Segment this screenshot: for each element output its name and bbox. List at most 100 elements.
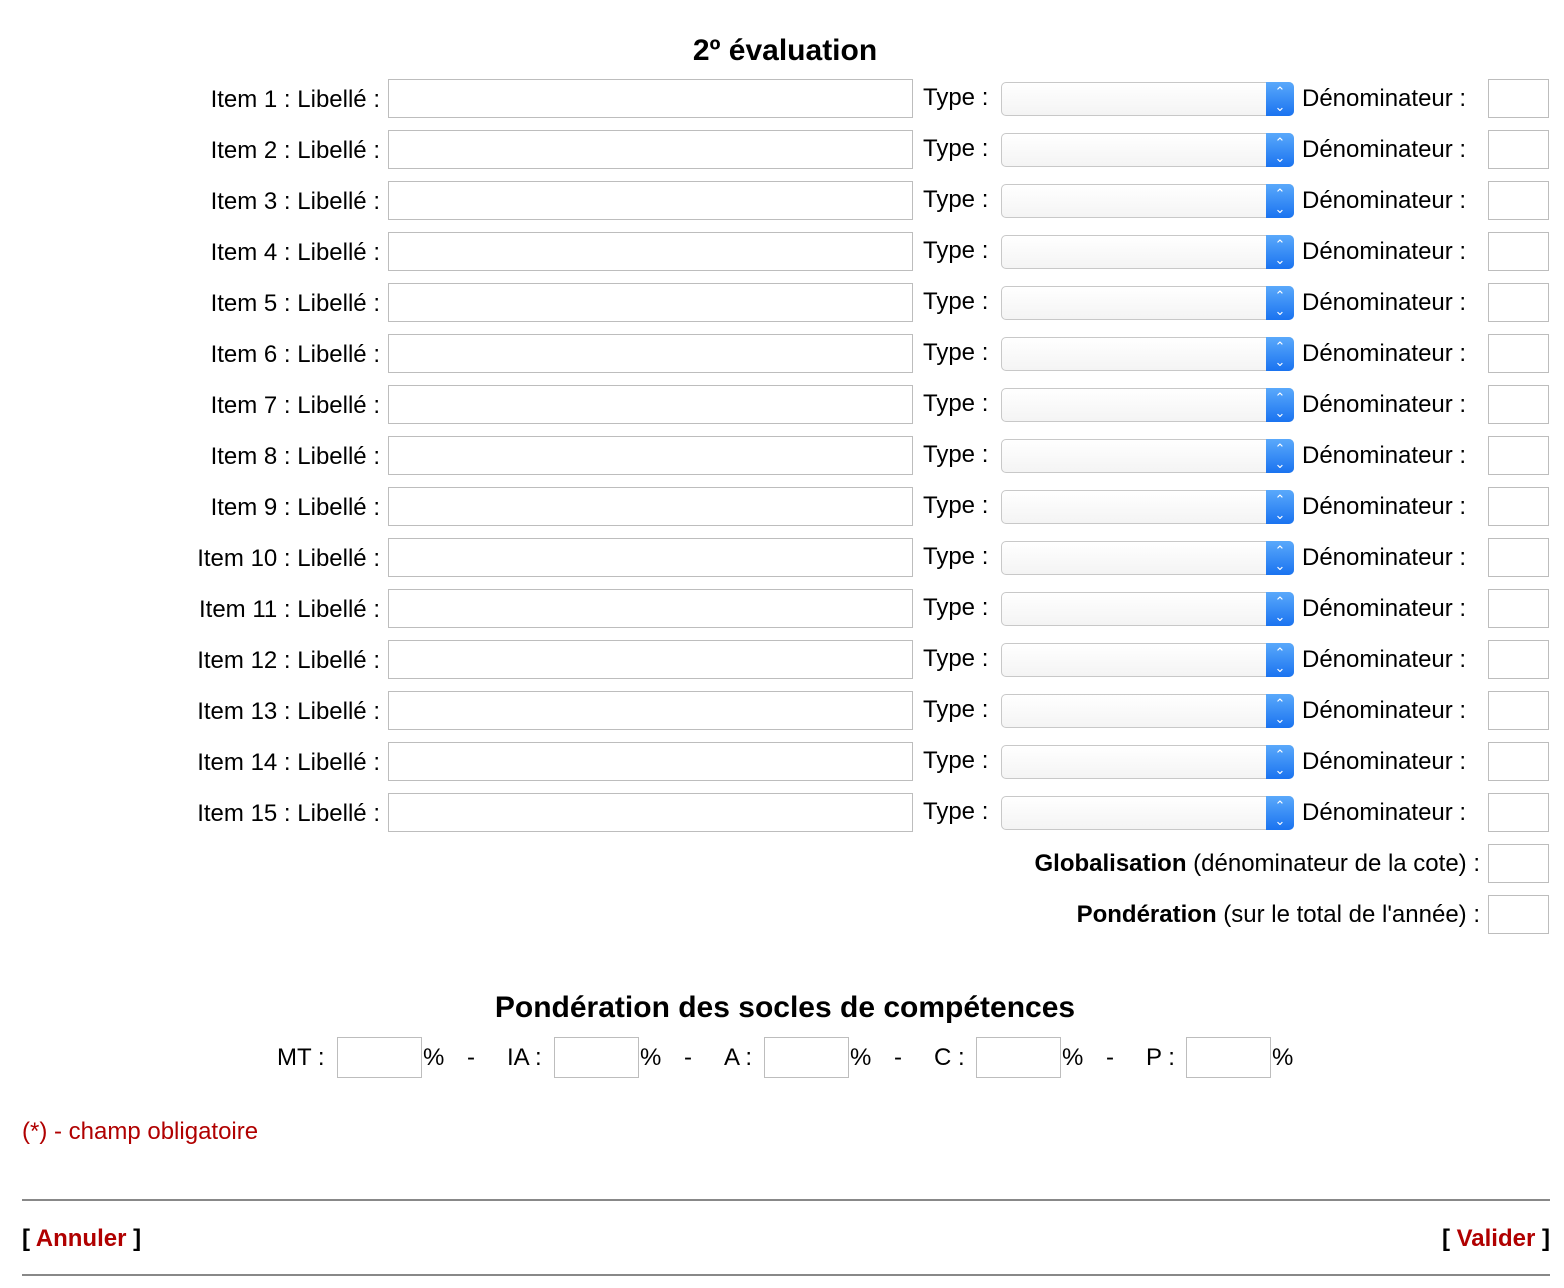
item-label: Item 10 : Libellé : <box>197 545 380 572</box>
type-label: Type : <box>923 798 989 825</box>
type-label: Type : <box>923 645 989 672</box>
item-libelle-input[interactable] <box>388 283 913 322</box>
type-select[interactable]: ⌃ ⌄ <box>1001 388 1294 422</box>
type-select[interactable]: ⌃ ⌄ <box>1001 490 1294 524</box>
denominateur-input[interactable] <box>1488 538 1549 577</box>
item-label: Item 14 : Libellé : <box>197 749 380 776</box>
type-select[interactable]: ⌃ ⌄ <box>1001 286 1294 320</box>
item-label: Item 8 : Libellé : <box>210 443 380 470</box>
item-libelle-input[interactable] <box>388 79 913 118</box>
socle-input[interactable] <box>1186 1037 1271 1078</box>
denominateur-input[interactable] <box>1488 793 1549 832</box>
denominateur-input[interactable] <box>1488 385 1549 424</box>
socle-label: A : <box>724 1044 753 1071</box>
denominateur-label: Dénominateur : <box>1302 799 1467 826</box>
item-libelle-input[interactable] <box>388 691 913 730</box>
denominateur-input[interactable] <box>1488 640 1549 679</box>
socle-input[interactable] <box>554 1037 639 1078</box>
item-label: Item 11 : Libellé : <box>199 596 380 623</box>
denominateur-input[interactable] <box>1488 232 1549 271</box>
type-select[interactable]: ⌃ ⌄ <box>1001 133 1294 167</box>
item-label: Item 15 : Libellé : <box>197 800 380 827</box>
chevron-updown-icon: ⌃ ⌄ <box>1266 592 1294 626</box>
type-label: Type : <box>923 84 989 111</box>
type-select[interactable]: ⌃ ⌄ <box>1001 592 1294 626</box>
divider-top <box>22 1199 1550 1201</box>
percent-sign: % <box>640 1044 662 1071</box>
socle-label: MT : <box>277 1044 325 1071</box>
type-select[interactable]: ⌃ ⌄ <box>1001 82 1294 116</box>
denominateur-label: Dénominateur : <box>1302 289 1467 316</box>
denominateur-input[interactable] <box>1488 691 1549 730</box>
item-libelle-input[interactable] <box>388 589 913 628</box>
type-select[interactable]: ⌃ ⌄ <box>1001 337 1294 371</box>
item-label: Item 4 : Libellé : <box>210 239 380 266</box>
item-label: Item 7 : Libellé : <box>210 392 380 419</box>
denominateur-label: Dénominateur : <box>1302 340 1467 367</box>
ponderation-input[interactable] <box>1488 895 1549 934</box>
socle-input[interactable] <box>976 1037 1061 1078</box>
item-label: Item 6 : Libellé : <box>210 341 380 368</box>
separator: - <box>1106 1044 1114 1071</box>
page-title: 2º évaluation <box>692 34 878 67</box>
type-label: Type : <box>923 390 989 417</box>
item-libelle-input[interactable] <box>388 538 913 577</box>
type-label: Type : <box>923 594 989 621</box>
item-libelle-input[interactable] <box>388 793 913 832</box>
type-select[interactable]: ⌃ ⌄ <box>1001 694 1294 728</box>
denominateur-input[interactable] <box>1488 130 1549 169</box>
denominateur-label: Dénominateur : <box>1302 697 1467 724</box>
required-note: (*) - champ obligatoire <box>22 1118 259 1145</box>
type-label: Type : <box>923 186 989 213</box>
separator: - <box>894 1044 902 1071</box>
type-select[interactable]: ⌃ ⌄ <box>1001 439 1294 473</box>
item-libelle-input[interactable] <box>388 487 913 526</box>
item-libelle-input[interactable] <box>388 385 913 424</box>
item-libelle-input[interactable] <box>388 232 913 271</box>
denominateur-label: Dénominateur : <box>1302 595 1467 622</box>
percent-sign: % <box>1272 1044 1294 1071</box>
globalisation-label: Globalisation (dénominateur de la cote) … <box>1034 850 1480 877</box>
type-select[interactable]: ⌃ ⌄ <box>1001 235 1294 269</box>
globalisation-input[interactable] <box>1488 844 1549 883</box>
item-libelle-input[interactable] <box>388 436 913 475</box>
item-libelle-input[interactable] <box>388 334 913 373</box>
socle-label: IA : <box>507 1044 542 1071</box>
denominateur-input[interactable] <box>1488 589 1549 628</box>
denominateur-input[interactable] <box>1488 742 1549 781</box>
denominateur-input[interactable] <box>1488 181 1549 220</box>
divider-bottom <box>22 1274 1550 1276</box>
denominateur-input[interactable] <box>1488 79 1549 118</box>
item-label: Item 5 : Libellé : <box>210 290 380 317</box>
socle-input[interactable] <box>764 1037 849 1078</box>
type-select[interactable]: ⌃ ⌄ <box>1001 745 1294 779</box>
denominateur-input[interactable] <box>1488 487 1549 526</box>
type-select[interactable]: ⌃ ⌄ <box>1001 643 1294 677</box>
item-libelle-input[interactable] <box>388 181 913 220</box>
chevron-updown-icon: ⌃ ⌄ <box>1266 82 1294 116</box>
item-libelle-input[interactable] <box>388 640 913 679</box>
type-select[interactable]: ⌃ ⌄ <box>1001 184 1294 218</box>
type-select[interactable]: ⌃ ⌄ <box>1001 796 1294 830</box>
type-select[interactable]: ⌃ ⌄ <box>1001 541 1294 575</box>
socle-label: C : <box>934 1044 965 1071</box>
type-label: Type : <box>923 288 989 315</box>
denominateur-label: Dénominateur : <box>1302 544 1467 571</box>
chevron-updown-icon: ⌃ ⌄ <box>1266 643 1294 677</box>
item-label: Item 2 : Libellé : <box>210 137 380 164</box>
denominateur-input[interactable] <box>1488 334 1549 373</box>
item-label: Item 9 : Libellé : <box>210 494 380 521</box>
type-label: Type : <box>923 747 989 774</box>
type-label: Type : <box>923 696 989 723</box>
item-libelle-input[interactable] <box>388 742 913 781</box>
denominateur-input[interactable] <box>1488 283 1549 322</box>
socle-input[interactable] <box>337 1037 422 1078</box>
separator: - <box>684 1044 692 1071</box>
denominateur-input[interactable] <box>1488 436 1549 475</box>
submit-button[interactable]: [ Valider ] <box>1441 1225 1550 1252</box>
type-label: Type : <box>923 135 989 162</box>
socles-title: Pondération des socles de compétences <box>494 991 1076 1024</box>
item-libelle-input[interactable] <box>388 130 913 169</box>
item-label: Item 13 : Libellé : <box>197 698 380 725</box>
cancel-button[interactable]: [ Annuler ] <box>22 1225 142 1252</box>
